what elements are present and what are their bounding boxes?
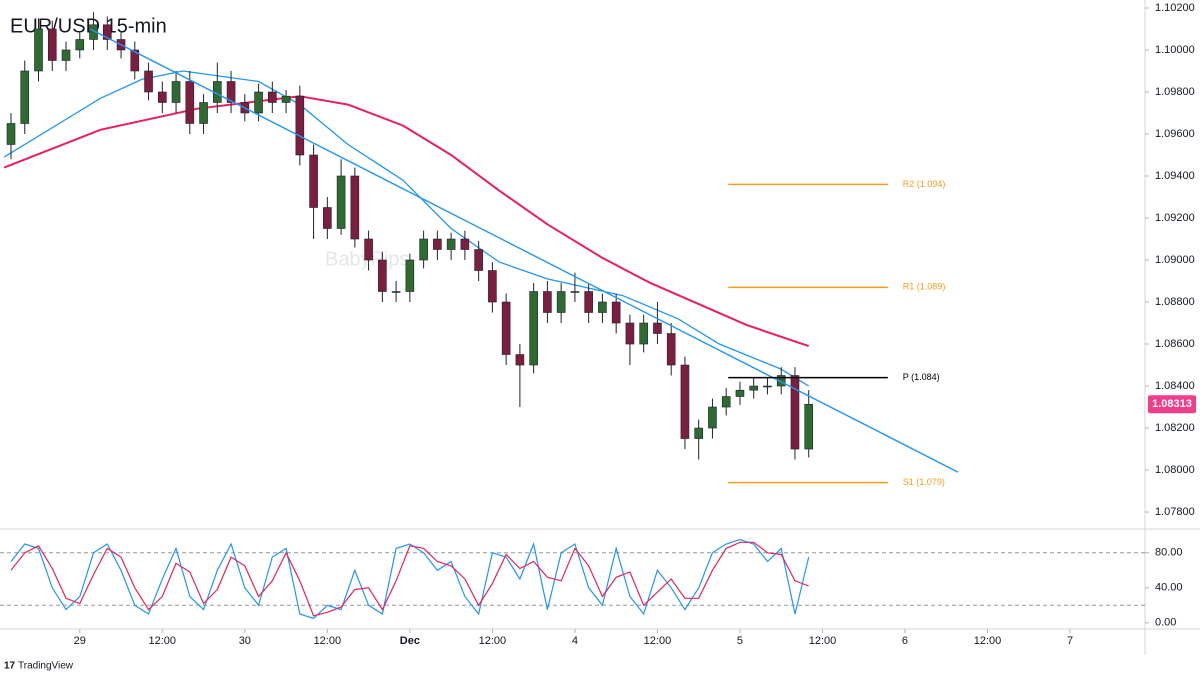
candle-body (749, 385, 759, 391)
candle-body (735, 389, 745, 397)
candle-body (130, 49, 140, 72)
candle-body (666, 333, 676, 366)
oscillator-line (10, 538, 810, 620)
candle-body (708, 406, 717, 429)
x-tick-label: 12:00 (314, 635, 342, 647)
y-tick-label: 1.09200 (1155, 212, 1195, 224)
y-tick-label: 1.09800 (1155, 86, 1195, 98)
pivot-label: P (1.084) (903, 372, 940, 382)
candle-body (598, 301, 607, 313)
y-tick-label: 0.00 (1155, 617, 1176, 629)
moving-average (3, 95, 810, 348)
candle-body (694, 427, 703, 439)
candle-body (268, 91, 277, 103)
candle-body (625, 322, 635, 345)
candle-body (763, 385, 772, 388)
x-tick-label: 30 (239, 635, 251, 647)
footer: TradingView (18, 661, 74, 672)
candle-body (6, 123, 16, 145)
y-tick-label: 1.08800 (1155, 296, 1195, 308)
candle-body (364, 238, 373, 261)
x-tick-label: 12:00 (974, 635, 1002, 647)
y-tick-label: 1.09400 (1155, 170, 1195, 182)
candle-body (570, 291, 580, 293)
y-tick-label: 1.08200 (1155, 422, 1195, 434)
candle-body (61, 49, 71, 61)
candle-body (529, 291, 538, 366)
last-price-tag (1148, 395, 1196, 414)
candle-body (336, 175, 346, 229)
y-tick-label: 1.07800 (1155, 506, 1195, 518)
x-tick-label: 12:00 (644, 635, 672, 647)
candle-body (639, 322, 648, 345)
candle-body (20, 70, 30, 124)
last-price-label: 1.08313 (1152, 398, 1192, 410)
candle-body (144, 70, 153, 93)
x-tick-label: 12:00 (149, 635, 177, 647)
candle-body (226, 81, 236, 103)
candle-body (515, 354, 525, 366)
pivot-label: R1 (1.089) (903, 282, 946, 292)
candle-body (556, 291, 566, 313)
candle-body (157, 91, 167, 103)
x-tick-label: 29 (74, 635, 86, 647)
candle-body (75, 39, 85, 51)
candle-body (171, 81, 181, 103)
logo: 17 (4, 661, 16, 672)
x-tick-label: 5 (737, 635, 743, 647)
candle-body (185, 81, 195, 124)
candle-body (611, 301, 621, 324)
y-tick-label: 1.08000 (1155, 464, 1195, 476)
candle-body (501, 301, 511, 355)
candle-body (460, 238, 470, 250)
chart-title: EUR/USD 15-min (10, 15, 167, 37)
oscillator-line (10, 541, 809, 617)
moving-average (3, 70, 810, 387)
candle-body (474, 249, 483, 271)
candle-body (254, 91, 263, 114)
candle-body (721, 396, 731, 408)
y-tick-label: 1.10200 (1155, 2, 1195, 14)
candle-body (488, 270, 497, 303)
trendline (89, 28, 959, 473)
y-tick-label: 1.08400 (1155, 380, 1195, 392)
x-tick-label: 12:00 (809, 635, 837, 647)
y-tick-label: 1.09600 (1155, 128, 1195, 140)
candle-body (653, 322, 662, 334)
candle-body (199, 102, 208, 124)
y-tick-label: 1.08600 (1155, 338, 1195, 350)
candle-body (584, 291, 593, 313)
candle-body (405, 259, 415, 292)
candle-body (446, 238, 456, 250)
x-tick-label: 7 (1067, 635, 1073, 647)
x-tick-label: 6 (902, 635, 908, 647)
x-tick-label: 12:00 (479, 635, 507, 647)
candle-body (776, 375, 786, 387)
candle-body (680, 364, 690, 439)
y-tick-label: 40.00 (1155, 582, 1183, 594)
x-tick-label: Dec (400, 635, 420, 647)
candle-body (433, 238, 442, 250)
candle-body (309, 154, 318, 208)
candle-body (804, 403, 814, 450)
candle-body (102, 24, 112, 40)
candle-body (34, 28, 43, 72)
candle-body (281, 95, 291, 103)
candle-body (790, 375, 800, 450)
candle-body (295, 95, 305, 156)
y-tick-label: 1.09000 (1155, 254, 1195, 266)
pivot-label: S1 (1.079) (903, 477, 945, 487)
candle-body (378, 259, 387, 292)
x-tick-label: 4 (572, 635, 578, 647)
candle-body (543, 291, 552, 313)
y-tick-label: 80.00 (1155, 547, 1183, 559)
y-tick-label: 1.10000 (1155, 44, 1195, 56)
candle-body (391, 291, 401, 293)
candle-body (419, 238, 428, 261)
pivot-label: R2 (1.094) (903, 179, 946, 189)
candle-body (47, 28, 57, 61)
candle-body (323, 207, 332, 229)
candle-body (350, 175, 360, 240)
